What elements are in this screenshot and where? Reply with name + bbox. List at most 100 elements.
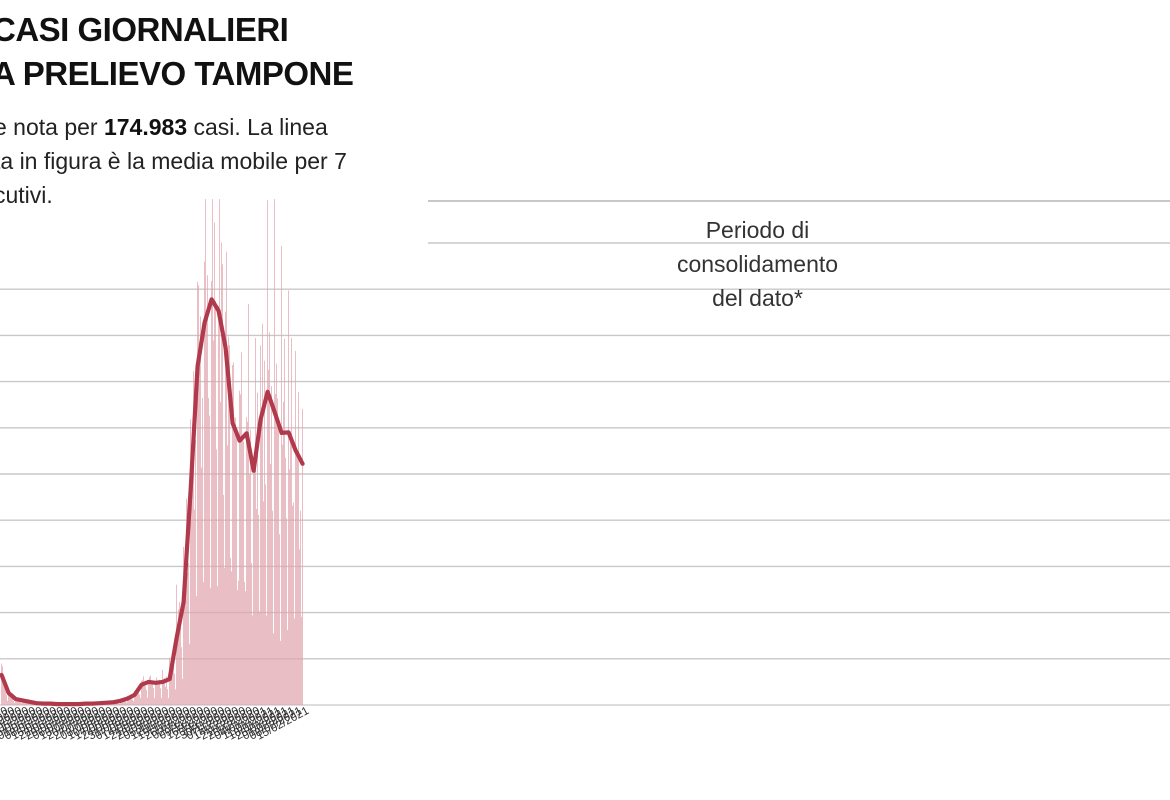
daily-bar bbox=[234, 433, 235, 705]
daily-bar bbox=[146, 689, 147, 705]
daily-bar bbox=[112, 704, 113, 705]
daily-bar bbox=[165, 686, 166, 705]
daily-bar bbox=[213, 340, 214, 705]
daily-bar bbox=[186, 498, 187, 705]
daily-bar bbox=[297, 455, 298, 705]
daily-bar bbox=[175, 689, 176, 705]
daily-bar bbox=[279, 534, 280, 705]
daily-bar bbox=[290, 433, 291, 705]
daily-bar bbox=[238, 580, 239, 705]
daily-bar bbox=[275, 394, 276, 705]
daily-bar bbox=[264, 360, 265, 705]
daily-bar bbox=[158, 684, 159, 705]
daily-bar bbox=[129, 697, 130, 705]
annotation-line-2: consolidamento bbox=[676, 251, 839, 277]
description-line-2: ta in figura è la media mobile per 7 bbox=[0, 148, 347, 174]
chart-title: CASI GIORNALIERI A PRELIEVO TAMPONE bbox=[0, 8, 354, 96]
daily-bar bbox=[170, 672, 171, 705]
daily-bar bbox=[171, 661, 172, 705]
daily-bar bbox=[126, 702, 127, 705]
daily-bar bbox=[217, 585, 218, 705]
daily-bar bbox=[203, 581, 204, 705]
daily-bar bbox=[289, 469, 290, 705]
daily-bar bbox=[153, 688, 154, 705]
daily-bar bbox=[10, 694, 11, 705]
daily-bar bbox=[3, 679, 4, 705]
daily-bar bbox=[179, 601, 180, 705]
daily-bar bbox=[196, 595, 197, 705]
description-text-b: casi. La linea bbox=[187, 114, 328, 140]
daily-bar bbox=[266, 615, 267, 705]
daily-bar bbox=[225, 311, 226, 705]
daily-case-bars bbox=[1, 199, 303, 706]
daily-bar bbox=[219, 199, 220, 706]
daily-bar bbox=[294, 618, 295, 705]
daily-bar bbox=[270, 464, 271, 705]
daily-bar bbox=[130, 695, 131, 705]
daily-bar bbox=[251, 563, 252, 705]
daily-bar bbox=[265, 484, 266, 705]
daily-bar bbox=[291, 337, 292, 705]
daily-bar bbox=[2, 666, 3, 705]
daily-bar bbox=[211, 281, 212, 705]
daily-bar bbox=[288, 290, 289, 705]
daily-bar bbox=[243, 441, 244, 705]
daily-bar bbox=[180, 626, 181, 705]
daily-bar bbox=[259, 611, 260, 705]
daily-bar bbox=[215, 300, 216, 705]
daily-bar bbox=[190, 419, 191, 705]
daily-bar bbox=[9, 690, 10, 705]
daily-bar bbox=[210, 587, 211, 705]
daily-bar bbox=[257, 392, 258, 705]
daily-bar bbox=[284, 338, 285, 705]
daily-bar bbox=[249, 474, 250, 705]
daily-bar bbox=[198, 285, 199, 705]
daily-bar bbox=[223, 494, 224, 705]
daily-bar bbox=[209, 415, 210, 705]
daily-bar bbox=[189, 643, 190, 705]
daily-bar bbox=[240, 394, 241, 705]
daily-bar bbox=[143, 676, 144, 705]
daily-bar bbox=[260, 345, 261, 705]
daily-bar bbox=[7, 700, 8, 705]
daily-bar bbox=[220, 401, 221, 705]
description-text-a: e nota per bbox=[0, 114, 104, 140]
daily-bar bbox=[256, 508, 257, 705]
daily-bar bbox=[250, 429, 251, 705]
daily-bar bbox=[172, 662, 173, 705]
daily-bar bbox=[164, 677, 165, 705]
daily-bar bbox=[157, 681, 158, 705]
daily-bar bbox=[267, 199, 268, 705]
daily-bar bbox=[286, 518, 287, 705]
daily-bar bbox=[199, 344, 200, 705]
daily-bar bbox=[218, 305, 219, 705]
daily-bar bbox=[152, 681, 153, 705]
chart-title-line-2: A PRELIEVO TAMPONE bbox=[0, 55, 354, 92]
daily-bar bbox=[1, 663, 2, 705]
daily-bar bbox=[226, 251, 227, 705]
daily-bar bbox=[255, 338, 256, 705]
daily-bar bbox=[295, 350, 296, 705]
daily-bar bbox=[201, 467, 202, 705]
moving-average-line bbox=[0, 297, 305, 707]
daily-bar bbox=[17, 699, 18, 705]
daily-bar bbox=[271, 386, 272, 705]
daily-bar bbox=[241, 352, 242, 705]
chart-gridlines bbox=[0, 242, 1170, 706]
daily-bar bbox=[119, 703, 120, 705]
daily-bar bbox=[178, 609, 179, 705]
daily-bar bbox=[236, 431, 237, 705]
daily-bar bbox=[155, 681, 156, 705]
daily-bar bbox=[167, 689, 168, 705]
daily-bar bbox=[135, 692, 136, 705]
daily-bar bbox=[280, 640, 281, 705]
daily-bar bbox=[207, 275, 208, 705]
daily-bar bbox=[144, 681, 145, 705]
daily-bar bbox=[148, 681, 149, 705]
description-line-1: e nota per 174.983 casi. La linea bbox=[0, 110, 424, 144]
daily-bar bbox=[281, 246, 282, 706]
daily-bar bbox=[192, 432, 193, 705]
daily-bar bbox=[216, 449, 217, 705]
daily-bar bbox=[27, 702, 28, 705]
daily-bar bbox=[12, 695, 13, 705]
